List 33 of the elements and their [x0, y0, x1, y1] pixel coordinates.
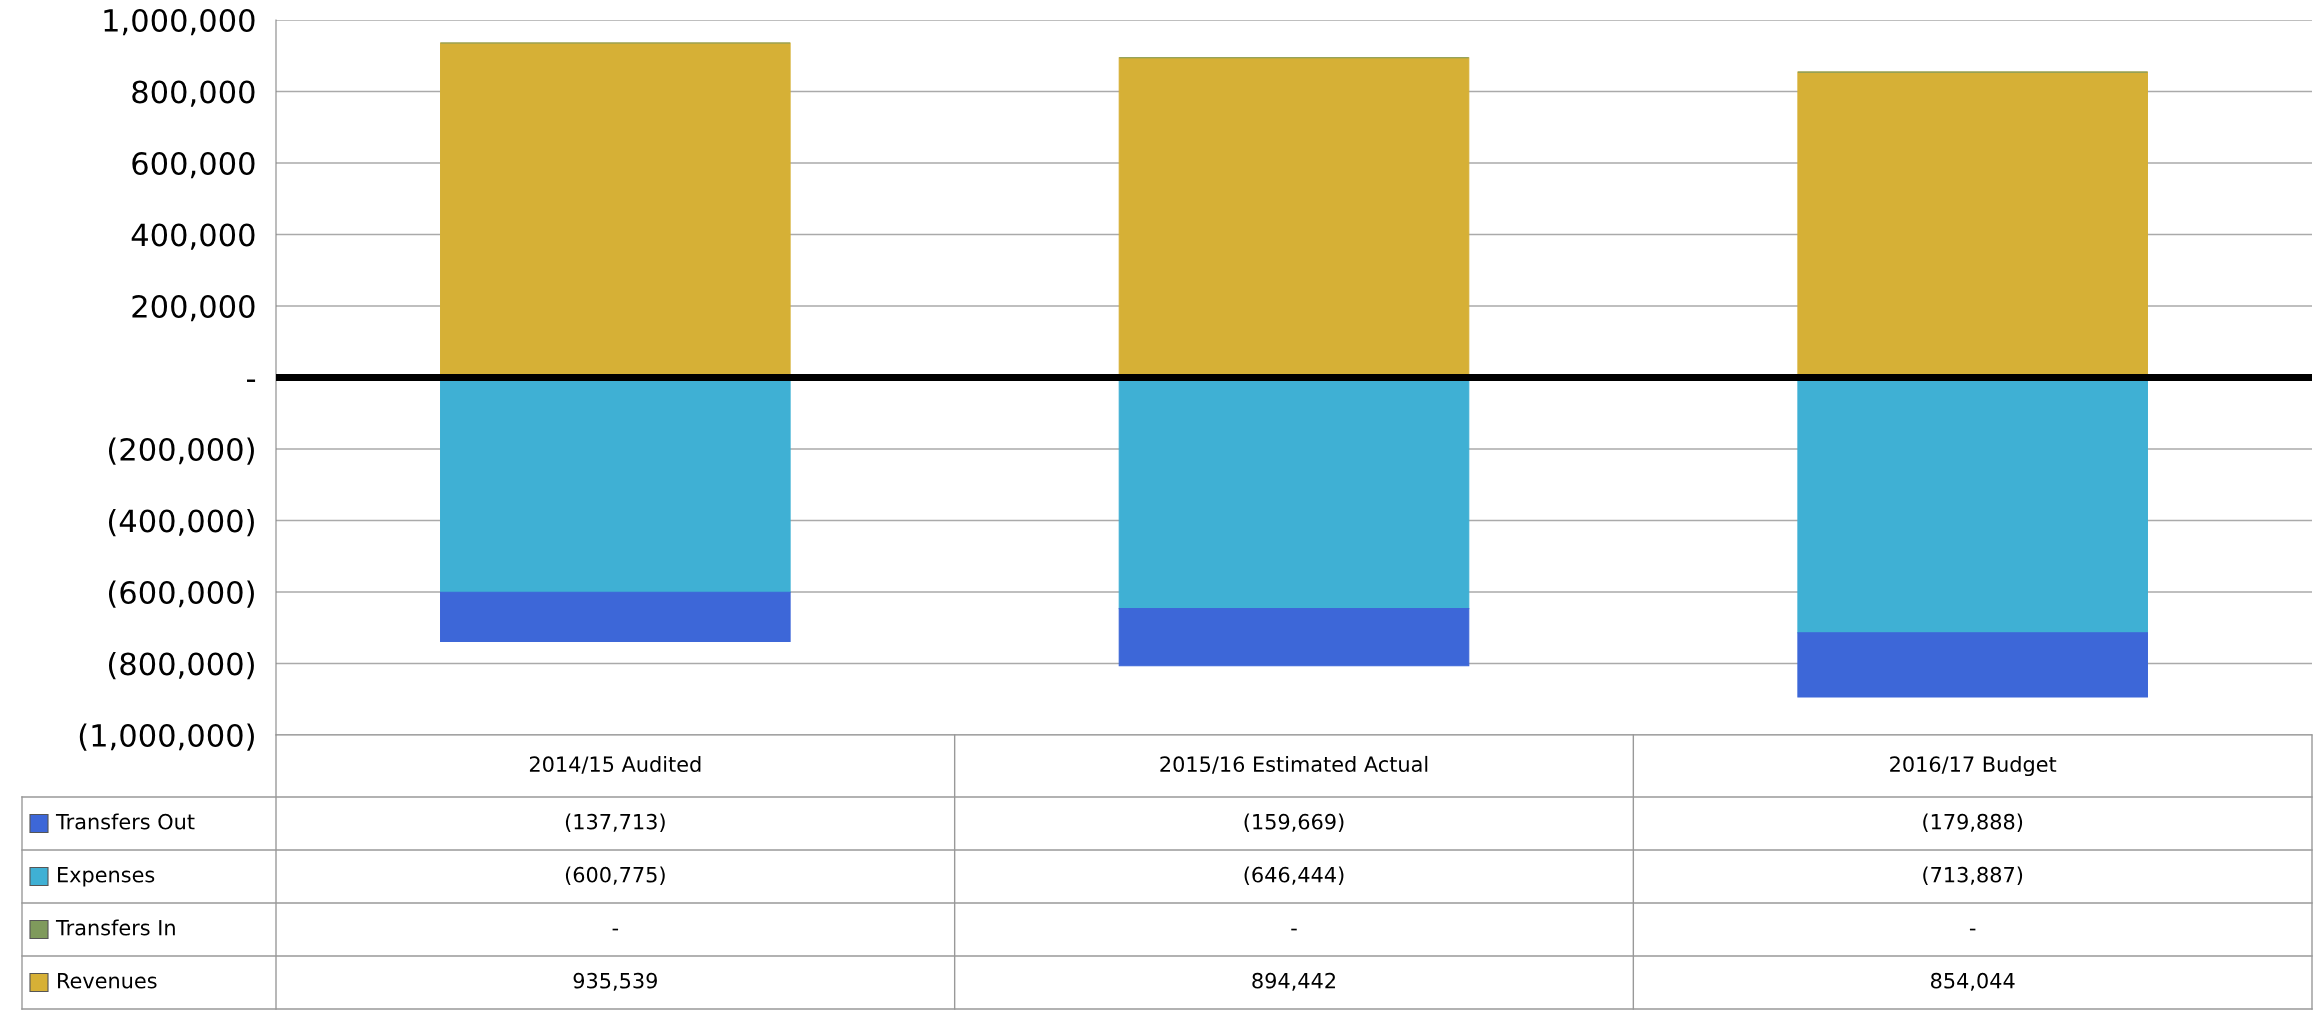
bar: [1118, 608, 1470, 667]
data-label: (137,713): [565, 813, 665, 832]
y-tick-label: -: [247, 379, 256, 382]
legend-label: Transfers Out: [55, 813, 195, 830]
legend-label: Expenses: [58, 867, 155, 887]
bar: [1797, 632, 2148, 698]
data-label: (713,887): [1923, 866, 2023, 885]
y-tick-label: 1,000,000: [104, 8, 255, 36]
x-tick-label: 2016/17 Budget: [1890, 755, 2057, 777]
data-label: -: [1291, 928, 1297, 931]
data-label: (646,444): [1244, 866, 1344, 885]
y-tick-label: (200,000): [108, 437, 254, 465]
data-label: -: [612, 928, 619, 931]
y-tick-label: (600,000): [108, 580, 254, 608]
x-tick-label: 2014/15 Audited: [529, 755, 701, 774]
y-tick-label: 800,000: [132, 80, 255, 107]
y-tick-label: (400,000): [108, 508, 254, 537]
data-label: (159,669): [1244, 813, 1344, 832]
legend-label: Transfers In: [55, 919, 175, 936]
y-tick-label: 200,000: [132, 294, 255, 322]
y-tick-label: 400,000: [131, 223, 255, 250]
y-tick-label: (1,000,000): [79, 723, 254, 751]
data-label: 854,044: [1931, 972, 2015, 991]
data-label: 935,539: [573, 972, 657, 991]
x-tick-label: 2015/16 Estimated Actual: [1160, 755, 1428, 774]
data-label: (600,775): [565, 866, 665, 885]
y-tick-label: 600,000: [132, 151, 255, 179]
data-label: (179,888): [1923, 813, 2023, 832]
data-label: -: [1969, 928, 1976, 931]
bar: [440, 591, 791, 643]
y-tick-label: (800,000): [108, 651, 254, 680]
data-label: 894,442: [1252, 972, 1335, 991]
legend-label: Revenues: [58, 973, 157, 989]
